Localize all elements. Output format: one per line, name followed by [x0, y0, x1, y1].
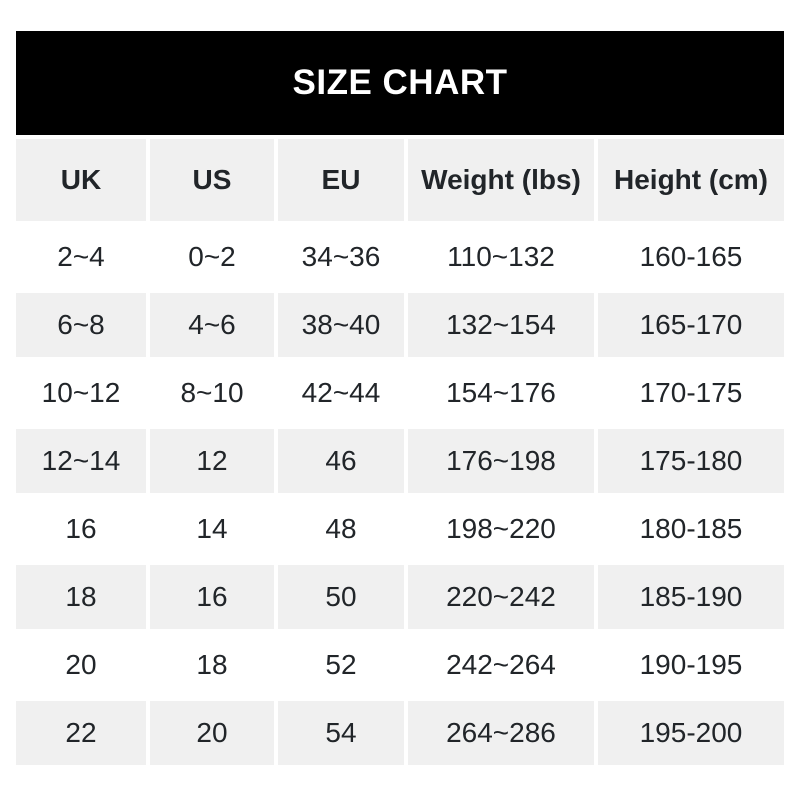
table-cell: 46 [278, 429, 404, 493]
table-cell: 160-165 [598, 225, 784, 289]
table-cell: 16 [16, 497, 146, 561]
table-cell: 185-190 [598, 565, 784, 629]
table-cell: 242~264 [408, 633, 594, 697]
table-cell: 34~36 [278, 225, 404, 289]
table-cell: 180-185 [598, 497, 784, 561]
table-cell: 154~176 [408, 361, 594, 425]
table-cell: 18 [150, 633, 274, 697]
table-cell: 132~154 [408, 293, 594, 357]
table-cell: 176~198 [408, 429, 594, 493]
table-cell: 10~12 [16, 361, 146, 425]
column-header: Height (cm) [598, 139, 784, 221]
table-cell: 42~44 [278, 361, 404, 425]
table-cell: 264~286 [408, 701, 594, 765]
table-cell: 52 [278, 633, 404, 697]
table-cell: 195-200 [598, 701, 784, 765]
table-cell: 165-170 [598, 293, 784, 357]
size-chart-table: UK US EU Weight (lbs) Height (cm) 2~4 0~2 34~36… [16, 139, 784, 765]
table-cell: 198~220 [408, 497, 594, 561]
table-cell: 6~8 [16, 293, 146, 357]
table-cell: 2~4 [16, 225, 146, 289]
table-cell: 175-180 [598, 429, 784, 493]
table-cell: 48 [278, 497, 404, 561]
table-cell: 38~40 [278, 293, 404, 357]
column-header: UK [16, 139, 146, 221]
size-chart-title-bar: SIZE CHART [16, 31, 784, 135]
table-cell: 0~2 [150, 225, 274, 289]
table-cell: 20 [150, 701, 274, 765]
table-cell: 170-175 [598, 361, 784, 425]
table-cell: 4~6 [150, 293, 274, 357]
table-cell: 54 [278, 701, 404, 765]
table-cell: 220~242 [408, 565, 594, 629]
column-header: US [150, 139, 274, 221]
table-cell: 22 [16, 701, 146, 765]
table-cell: 12~14 [16, 429, 146, 493]
table-cell: 110~132 [408, 225, 594, 289]
table-cell: 20 [16, 633, 146, 697]
table-cell: 8~10 [150, 361, 274, 425]
page-title: SIZE CHART [292, 63, 508, 102]
table-cell: 12 [150, 429, 274, 493]
column-header: Weight (lbs) [408, 139, 594, 221]
table-cell: 190-195 [598, 633, 784, 697]
table-cell: 50 [278, 565, 404, 629]
table-cell: 18 [16, 565, 146, 629]
table-cell: 16 [150, 565, 274, 629]
table-cell: 14 [150, 497, 274, 561]
column-header: EU [278, 139, 404, 221]
